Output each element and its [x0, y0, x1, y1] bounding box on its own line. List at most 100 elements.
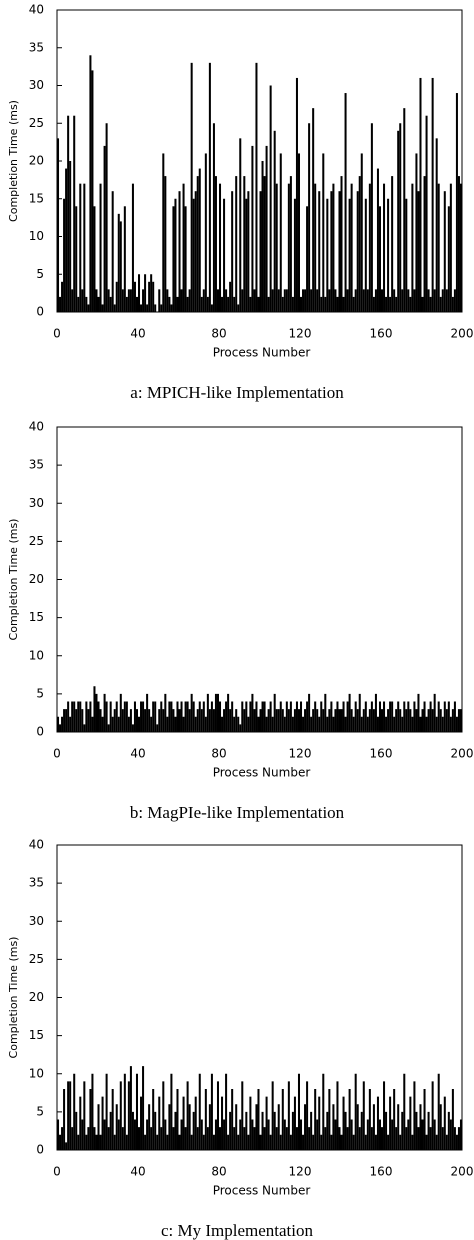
- bar: [403, 701, 406, 732]
- y-tick-label: 5: [36, 686, 44, 700]
- bar: [415, 709, 418, 732]
- bar: [251, 1119, 254, 1150]
- bar: [97, 701, 100, 732]
- bar: [208, 62, 211, 312]
- bar: [409, 1096, 412, 1150]
- bar: [152, 1089, 155, 1150]
- bar: [338, 191, 341, 312]
- bar: [304, 1104, 307, 1150]
- bar: [387, 709, 390, 732]
- bar: [417, 191, 420, 312]
- bar: [214, 1119, 217, 1150]
- x-axis-label: Process Number: [213, 766, 311, 780]
- bar: [247, 716, 250, 732]
- bar: [425, 716, 428, 732]
- bar: [138, 1127, 141, 1150]
- bar: [322, 1073, 325, 1150]
- bar: [435, 716, 438, 732]
- bar: [358, 1127, 361, 1150]
- bar: [368, 709, 371, 732]
- bar: [249, 1096, 252, 1150]
- bar: [239, 138, 242, 312]
- bar: [245, 198, 248, 312]
- bar: [273, 130, 276, 312]
- bar: [119, 693, 122, 732]
- bar: [210, 304, 213, 312]
- bar: [243, 709, 246, 732]
- bar: [251, 693, 254, 732]
- bar: [93, 686, 96, 732]
- bar: [378, 1119, 381, 1150]
- bar: [279, 1134, 282, 1150]
- bar: [378, 701, 381, 732]
- x-tick-label: 200: [451, 747, 474, 761]
- bar: [364, 701, 367, 732]
- bar: [421, 709, 424, 732]
- bar: [318, 191, 321, 312]
- bar: [144, 709, 147, 732]
- bar: [395, 1127, 398, 1150]
- bar: [204, 153, 207, 312]
- bar: [376, 1096, 379, 1150]
- bar: [186, 701, 189, 732]
- bar: [310, 1111, 313, 1150]
- bar: [162, 1081, 165, 1150]
- bar: [233, 296, 236, 312]
- bar: [279, 701, 282, 732]
- bar: [425, 1134, 428, 1150]
- bar: [457, 709, 460, 732]
- bar: [376, 168, 379, 312]
- bar: [79, 1096, 82, 1150]
- bar: [352, 716, 355, 732]
- bar: [389, 701, 392, 732]
- bar: [257, 296, 260, 312]
- bar: [135, 709, 138, 732]
- bar: [196, 709, 199, 732]
- bar: [366, 716, 369, 732]
- bar: [295, 1127, 298, 1150]
- y-tick-label: 25: [29, 116, 44, 130]
- bar: [164, 176, 167, 312]
- bar: [362, 709, 365, 732]
- bar: [324, 1127, 327, 1150]
- bar: [393, 716, 396, 732]
- bar: [302, 1134, 305, 1150]
- bar: [245, 701, 248, 732]
- bar: [219, 183, 222, 312]
- bar: [160, 701, 163, 732]
- bar: [255, 1104, 258, 1150]
- bar: [192, 1111, 195, 1150]
- bar: [431, 1081, 434, 1150]
- bar: [257, 1089, 260, 1150]
- bar: [241, 289, 244, 312]
- bar: [67, 1081, 70, 1150]
- x-tick-label: 160: [370, 1165, 393, 1179]
- bar: [279, 153, 282, 312]
- bar: [59, 1134, 62, 1150]
- bar: [259, 191, 262, 312]
- bar: [158, 289, 161, 312]
- bar: [310, 289, 313, 312]
- bar: [267, 709, 270, 732]
- bar: [451, 296, 454, 312]
- bar: [225, 1073, 228, 1150]
- bar: [235, 709, 238, 732]
- bar: [212, 1134, 215, 1150]
- bar: [176, 701, 179, 732]
- bar: [208, 709, 211, 732]
- bar: [101, 716, 104, 732]
- bar: [200, 709, 203, 732]
- bar: [308, 693, 311, 732]
- bar: [127, 289, 130, 312]
- bar: [354, 701, 357, 732]
- bar: [271, 289, 274, 312]
- bar: [358, 693, 361, 732]
- bar: [245, 1111, 248, 1150]
- bar: [63, 1089, 66, 1150]
- bar: [429, 701, 432, 732]
- bar: [117, 213, 120, 312]
- bar: [348, 1089, 351, 1150]
- bar: [190, 62, 193, 312]
- bar: [360, 153, 363, 312]
- bar: [247, 1134, 250, 1150]
